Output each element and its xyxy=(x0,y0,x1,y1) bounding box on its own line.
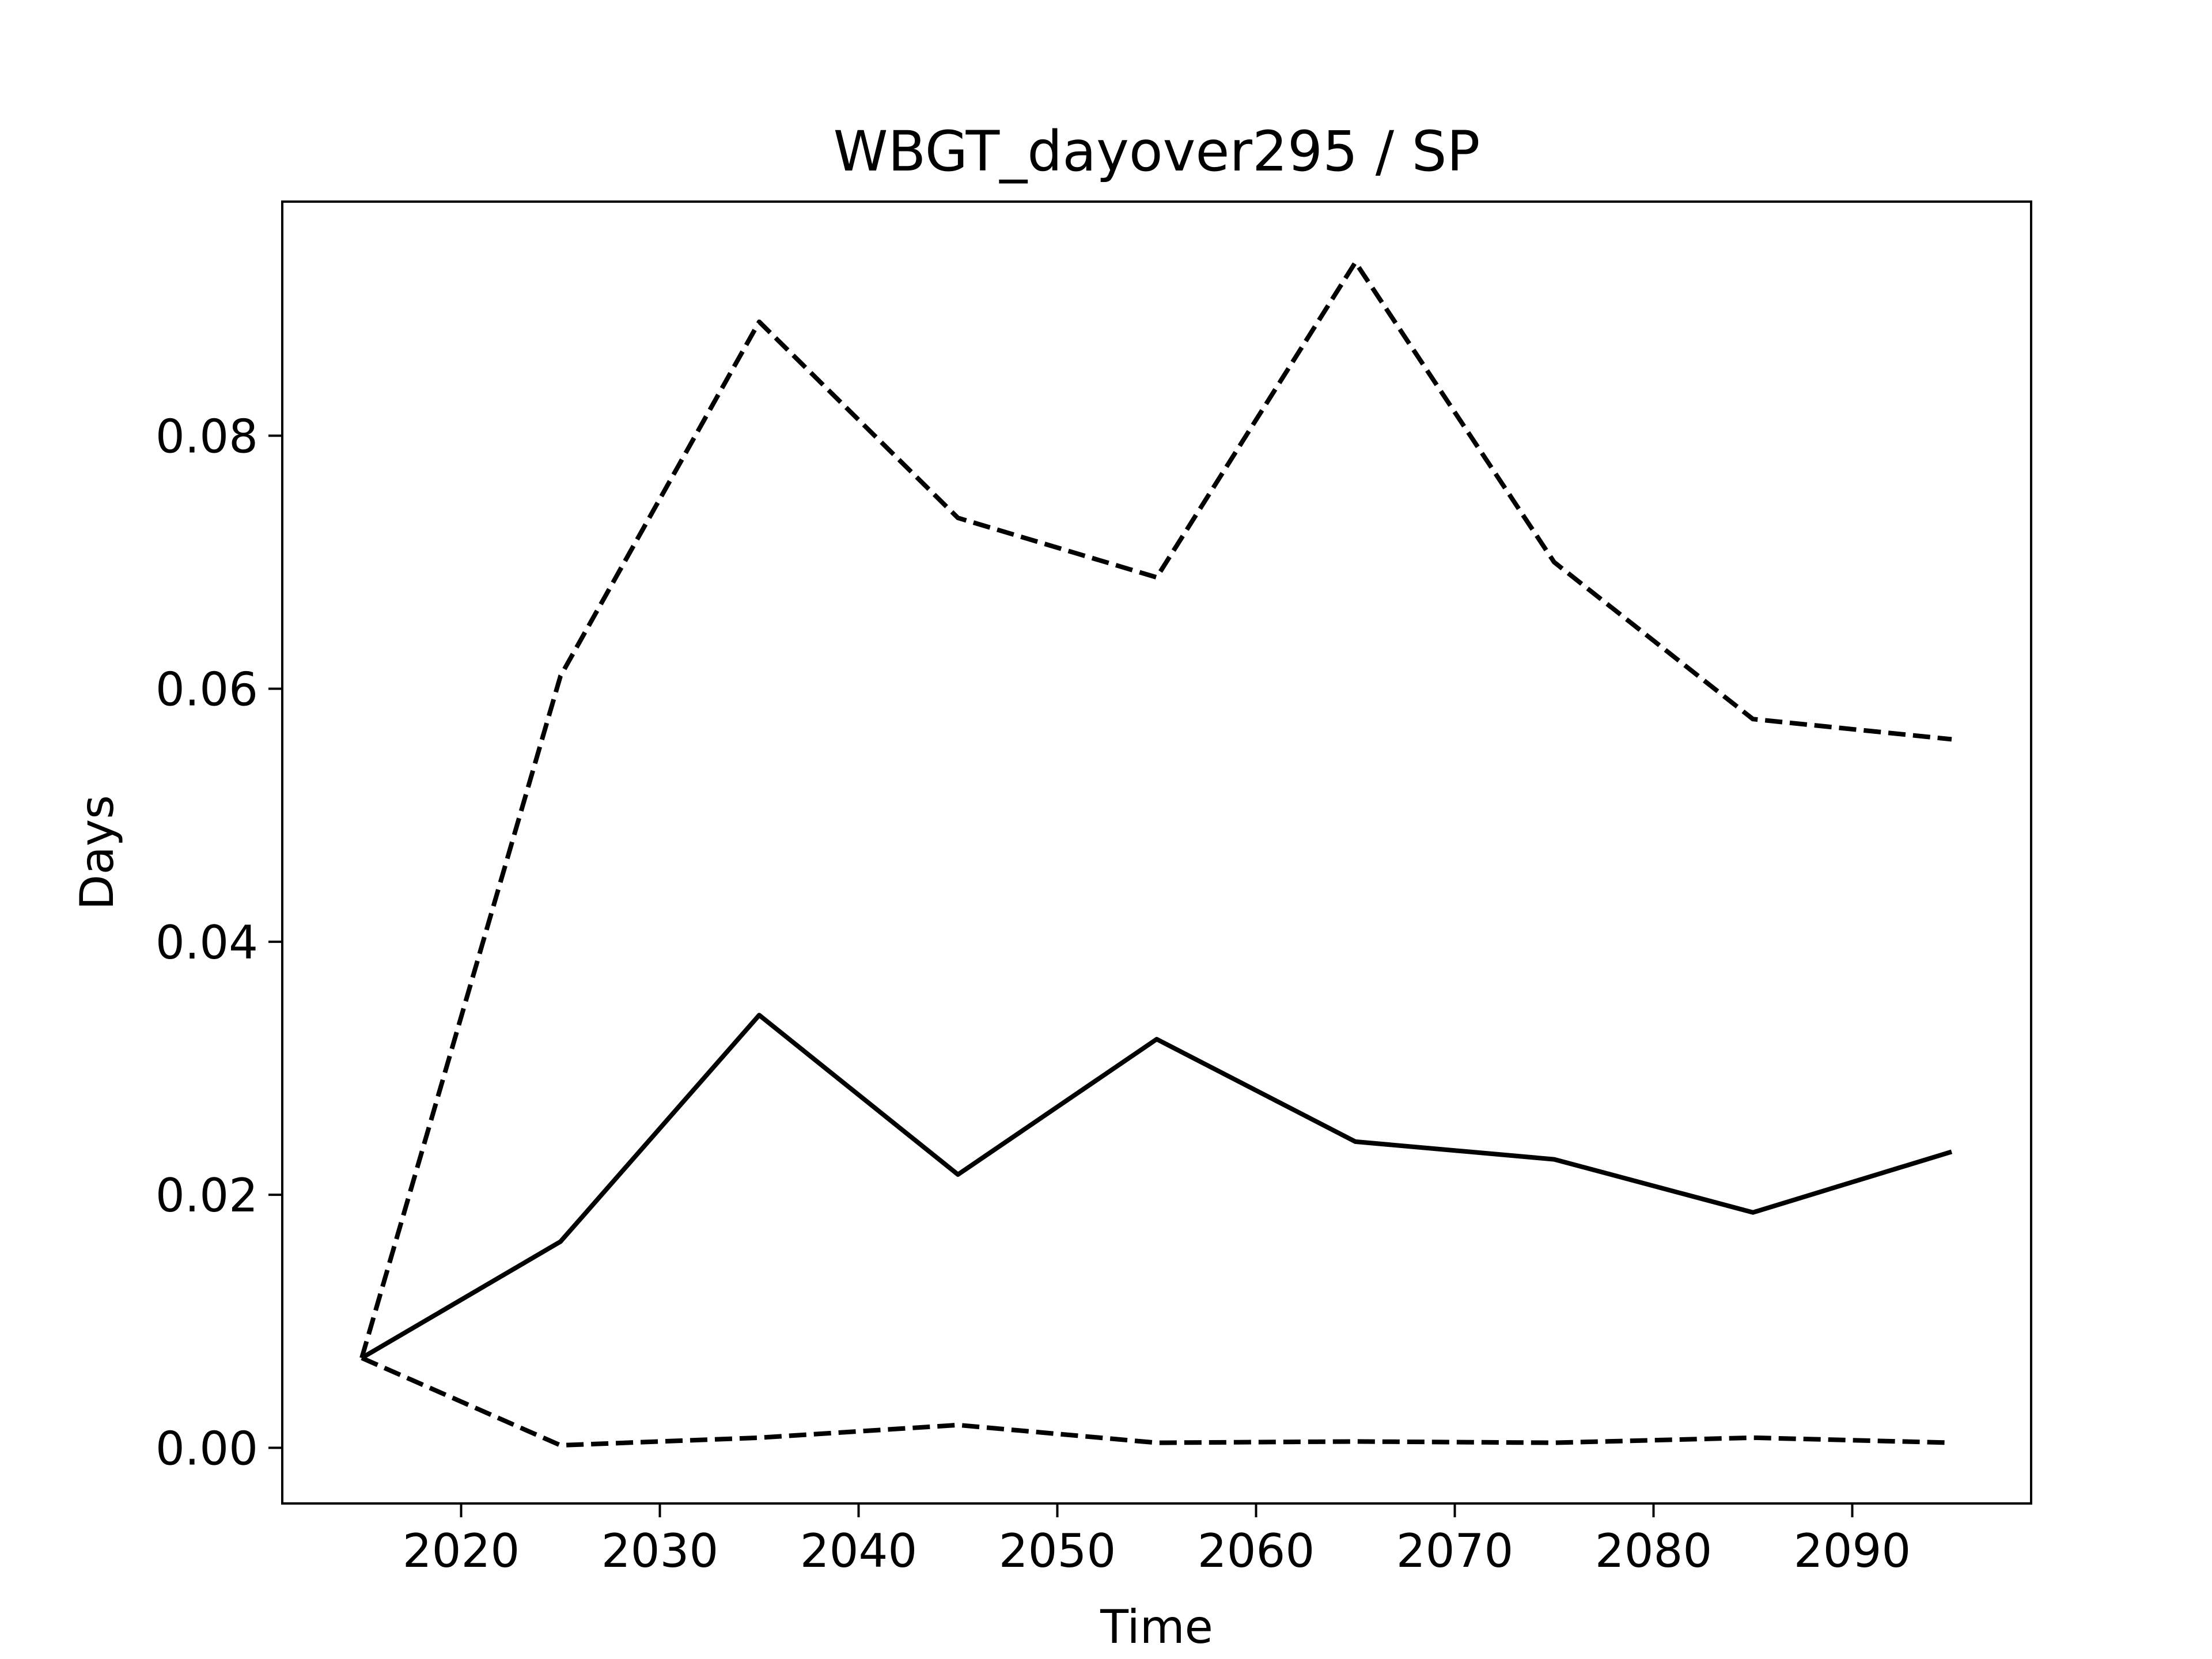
x-axis-label: Time xyxy=(1100,1600,1213,1654)
series-layer xyxy=(359,260,1953,1448)
x-tick-label: 2070 xyxy=(1396,1524,1514,1578)
x-tick-label: 2030 xyxy=(601,1524,719,1578)
series-line-2 xyxy=(359,260,1952,1359)
y-axis-ticks: 0.00 0.02 0.04 0.06 0.08 xyxy=(156,410,282,1475)
x-axis-ticks: 2020 2030 2040 2050 2060 2070 2080 2090 xyxy=(403,1503,1911,1578)
y-tick-label: 0.08 xyxy=(156,410,258,463)
x-tick-label: 2050 xyxy=(999,1524,1116,1578)
y-tick-label: 0.02 xyxy=(156,1169,258,1222)
y-tick-label: 0.06 xyxy=(156,663,258,717)
x-tick-label: 2060 xyxy=(1198,1524,1315,1578)
series-line-3 xyxy=(361,1355,1952,1448)
series-line-1 xyxy=(360,1013,1953,1360)
x-tick-label: 2040 xyxy=(800,1524,918,1578)
y-axis-label: Days xyxy=(70,795,124,910)
x-tick-label: 2080 xyxy=(1595,1524,1713,1578)
x-tick-label: 2020 xyxy=(403,1524,520,1578)
y-tick-label: 0.00 xyxy=(156,1422,258,1475)
y-tick-label: 0.04 xyxy=(156,916,258,969)
chart-title: WBGT_dayover295 / SP xyxy=(834,119,1480,184)
x-tick-label: 2090 xyxy=(1794,1524,1911,1578)
plot-area-frame xyxy=(281,200,2032,1505)
